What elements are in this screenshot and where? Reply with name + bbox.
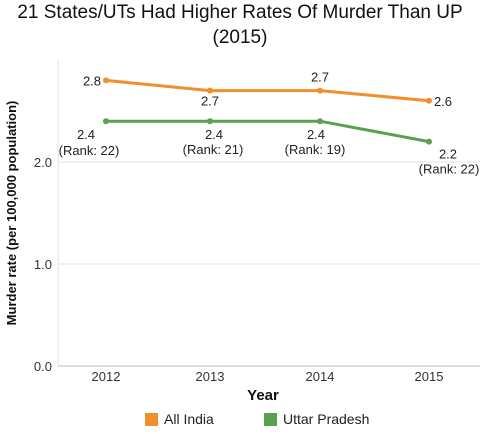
legend-item-all-india[interactable]: All India: [145, 411, 214, 427]
data-label: 2.4: [307, 127, 325, 142]
data-label: 2.8: [83, 73, 101, 88]
chart-title-line-1: 21 States/UTs Had Higher Rates Of Murder…: [17, 2, 463, 23]
series-line-uttar-pradesh: [106, 119, 430, 144]
legend: All India Uttar Pradesh: [0, 411, 480, 431]
legend-label-all-india: All India: [164, 411, 214, 427]
rank-label: (Rank: 19): [285, 142, 346, 157]
legend-swatch-all-india: [145, 412, 158, 426]
x-tick-label: 2014: [306, 369, 335, 384]
data-point: [426, 138, 432, 145]
data-label: 2.4: [205, 127, 223, 142]
y-tick-label: 2.0: [34, 155, 52, 170]
y-tick-label: 1.0: [34, 257, 52, 272]
rank-label: (Rank: 21): [183, 142, 244, 157]
data-point: [207, 87, 213, 94]
data-label: 2.7: [311, 70, 329, 85]
data-label: 2.4: [77, 127, 95, 142]
chart-title-line-2: (2015): [212, 27, 268, 48]
data-point: [207, 118, 213, 125]
y-tick-label: 0.0: [34, 359, 52, 374]
legend-item-uttar-pradesh[interactable]: Uttar Pradesh: [264, 411, 369, 427]
x-tick-label: 2013: [196, 369, 225, 384]
x-tick-label: 2015: [415, 369, 444, 384]
data-label: 2.7: [201, 94, 219, 109]
data-point: [317, 118, 323, 125]
data-label: 2.6: [434, 94, 452, 109]
y-axis-title: Murder rate (per 100,000 population): [4, 101, 19, 326]
data-point: [317, 87, 323, 94]
data-point: [426, 97, 432, 104]
x-tick-label: 2012: [92, 369, 121, 384]
series-line-all-india: [105, 78, 430, 103]
legend-swatch-uttar-pradesh: [264, 412, 277, 426]
legend-label-uttar-pradesh: Uttar Pradesh: [283, 411, 370, 427]
data-point: [103, 77, 109, 84]
rank-label: (Rank: 22): [59, 143, 120, 158]
data-label: 2.2: [439, 147, 457, 162]
x-axis-title: Year: [247, 387, 279, 404]
data-point: [103, 118, 109, 125]
rank-label: (Rank: 22): [419, 162, 480, 177]
